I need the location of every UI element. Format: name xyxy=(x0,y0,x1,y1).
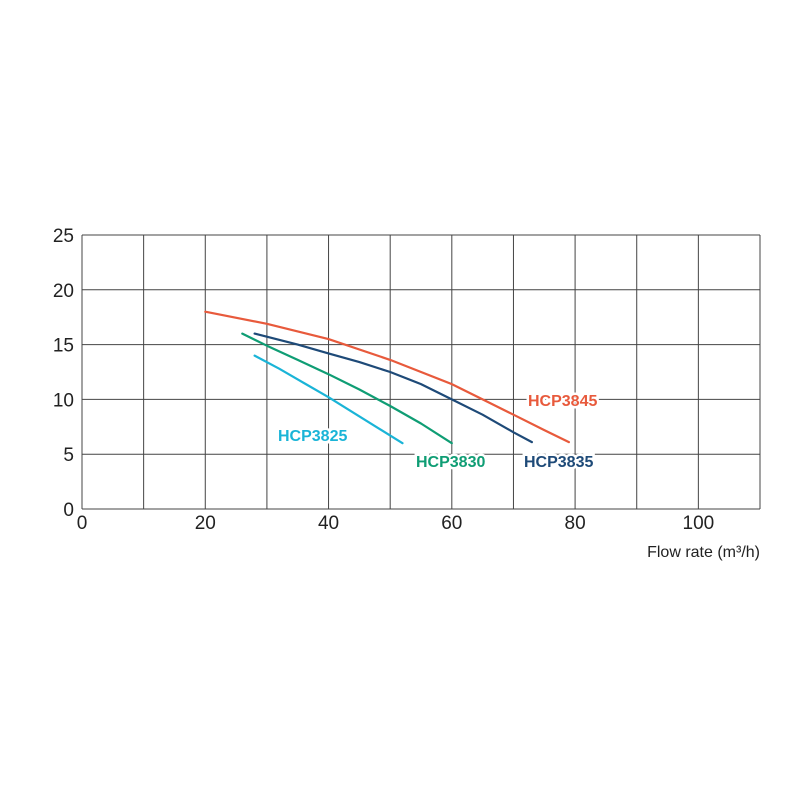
series-label-hcp3835: HCP3835 xyxy=(524,454,593,471)
series-label-hcp3825: HCP3825 xyxy=(278,428,347,445)
x-tick-label: 0 xyxy=(77,513,88,534)
y-axis-ticks: 0 5 10 15 20 25 xyxy=(53,226,74,521)
series-lines xyxy=(204,310,570,445)
series-label-hcp3845: HCP3845 xyxy=(528,393,597,410)
y-tick-label: 25 xyxy=(53,226,74,247)
series-line-hcp3825 xyxy=(253,354,404,445)
x-axis-title: Flow rate (m³/h) xyxy=(647,544,760,561)
x-tick-label: 20 xyxy=(195,513,216,534)
series-line-hcp3845 xyxy=(204,310,570,444)
x-tick-label: 60 xyxy=(441,513,462,534)
grid xyxy=(81,234,761,510)
y-tick-label: 10 xyxy=(53,390,74,411)
y-tick-label: 5 xyxy=(63,445,74,466)
x-tick-label: 40 xyxy=(318,513,339,534)
series-label-hcp3830: HCP3830 xyxy=(416,454,485,471)
y-tick-label: 20 xyxy=(53,281,74,302)
series-labels: HCP3825 HCP3830 HCP3835 HCP3845 xyxy=(276,391,600,474)
series-line-hcp3830 xyxy=(241,332,453,445)
series-line-hcp3835 xyxy=(253,332,533,444)
y-tick-label: 15 xyxy=(53,336,74,357)
x-axis-ticks: 0 20 40 60 80 100 xyxy=(77,513,715,534)
y-tick-label: 0 xyxy=(63,500,74,521)
x-tick-label: 80 xyxy=(565,513,586,534)
x-tick-label: 100 xyxy=(683,513,715,534)
